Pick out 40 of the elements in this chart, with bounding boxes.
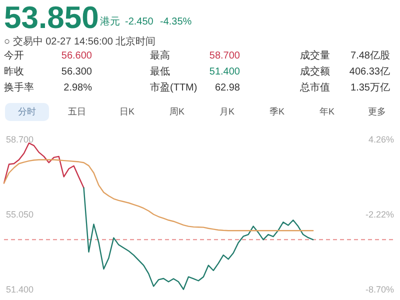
text: 周K — [169, 106, 185, 116]
y2-tick-label: -8.70% — [365, 284, 394, 294]
text: 最低 — [150, 66, 170, 78]
text: 年K — [319, 106, 335, 116]
y-tick-label: 55.050 — [6, 209, 34, 220]
text: 62.98 — [214, 82, 240, 94]
text: 最高 — [150, 50, 170, 62]
text: 2.98% — [64, 82, 92, 94]
text: 今开 — [4, 50, 24, 62]
line-series — [83, 187, 314, 290]
text: 7.48亿股 — [350, 50, 390, 62]
text: 日K — [119, 106, 135, 116]
text: 56.300 — [61, 66, 92, 78]
chart-title: 53.850 — [4, 0, 99, 36]
text: -2.450 — [125, 16, 154, 28]
y2-tick-label: -2.22% — [365, 209, 394, 220]
text: 分时 — [18, 106, 36, 116]
text: 市盈(TTM) — [150, 82, 198, 94]
y2-tick-label: 4.26% — [368, 134, 394, 144]
text: 成交量 — [300, 50, 330, 62]
text: 总市值 — [299, 82, 330, 94]
text: 季K — [269, 106, 285, 116]
text: 更多 — [368, 106, 386, 116]
text: 换手率 — [4, 82, 34, 94]
text: -4.35% — [160, 16, 192, 28]
text: 昨收 — [4, 66, 24, 78]
text: 58.700 — [209, 50, 240, 62]
text: 月K — [219, 106, 235, 116]
text: 1.35万亿 — [350, 82, 390, 94]
text: 成交额 — [300, 66, 330, 78]
text: 五日 — [68, 106, 86, 116]
text: 56.600 — [61, 50, 92, 62]
y-tick-label: 58.700 — [6, 134, 34, 144]
text: 406.33亿 — [349, 66, 390, 78]
line-series — [3, 159, 314, 232]
chart-subtitle: ○ 交易中 02-27 14:56:00 北京时间 — [4, 36, 156, 48]
text: 港元 — [100, 16, 120, 28]
text: 51.400 — [209, 66, 240, 78]
y-tick-label: 51.400 — [6, 284, 34, 294]
line-series — [3, 142, 84, 188]
